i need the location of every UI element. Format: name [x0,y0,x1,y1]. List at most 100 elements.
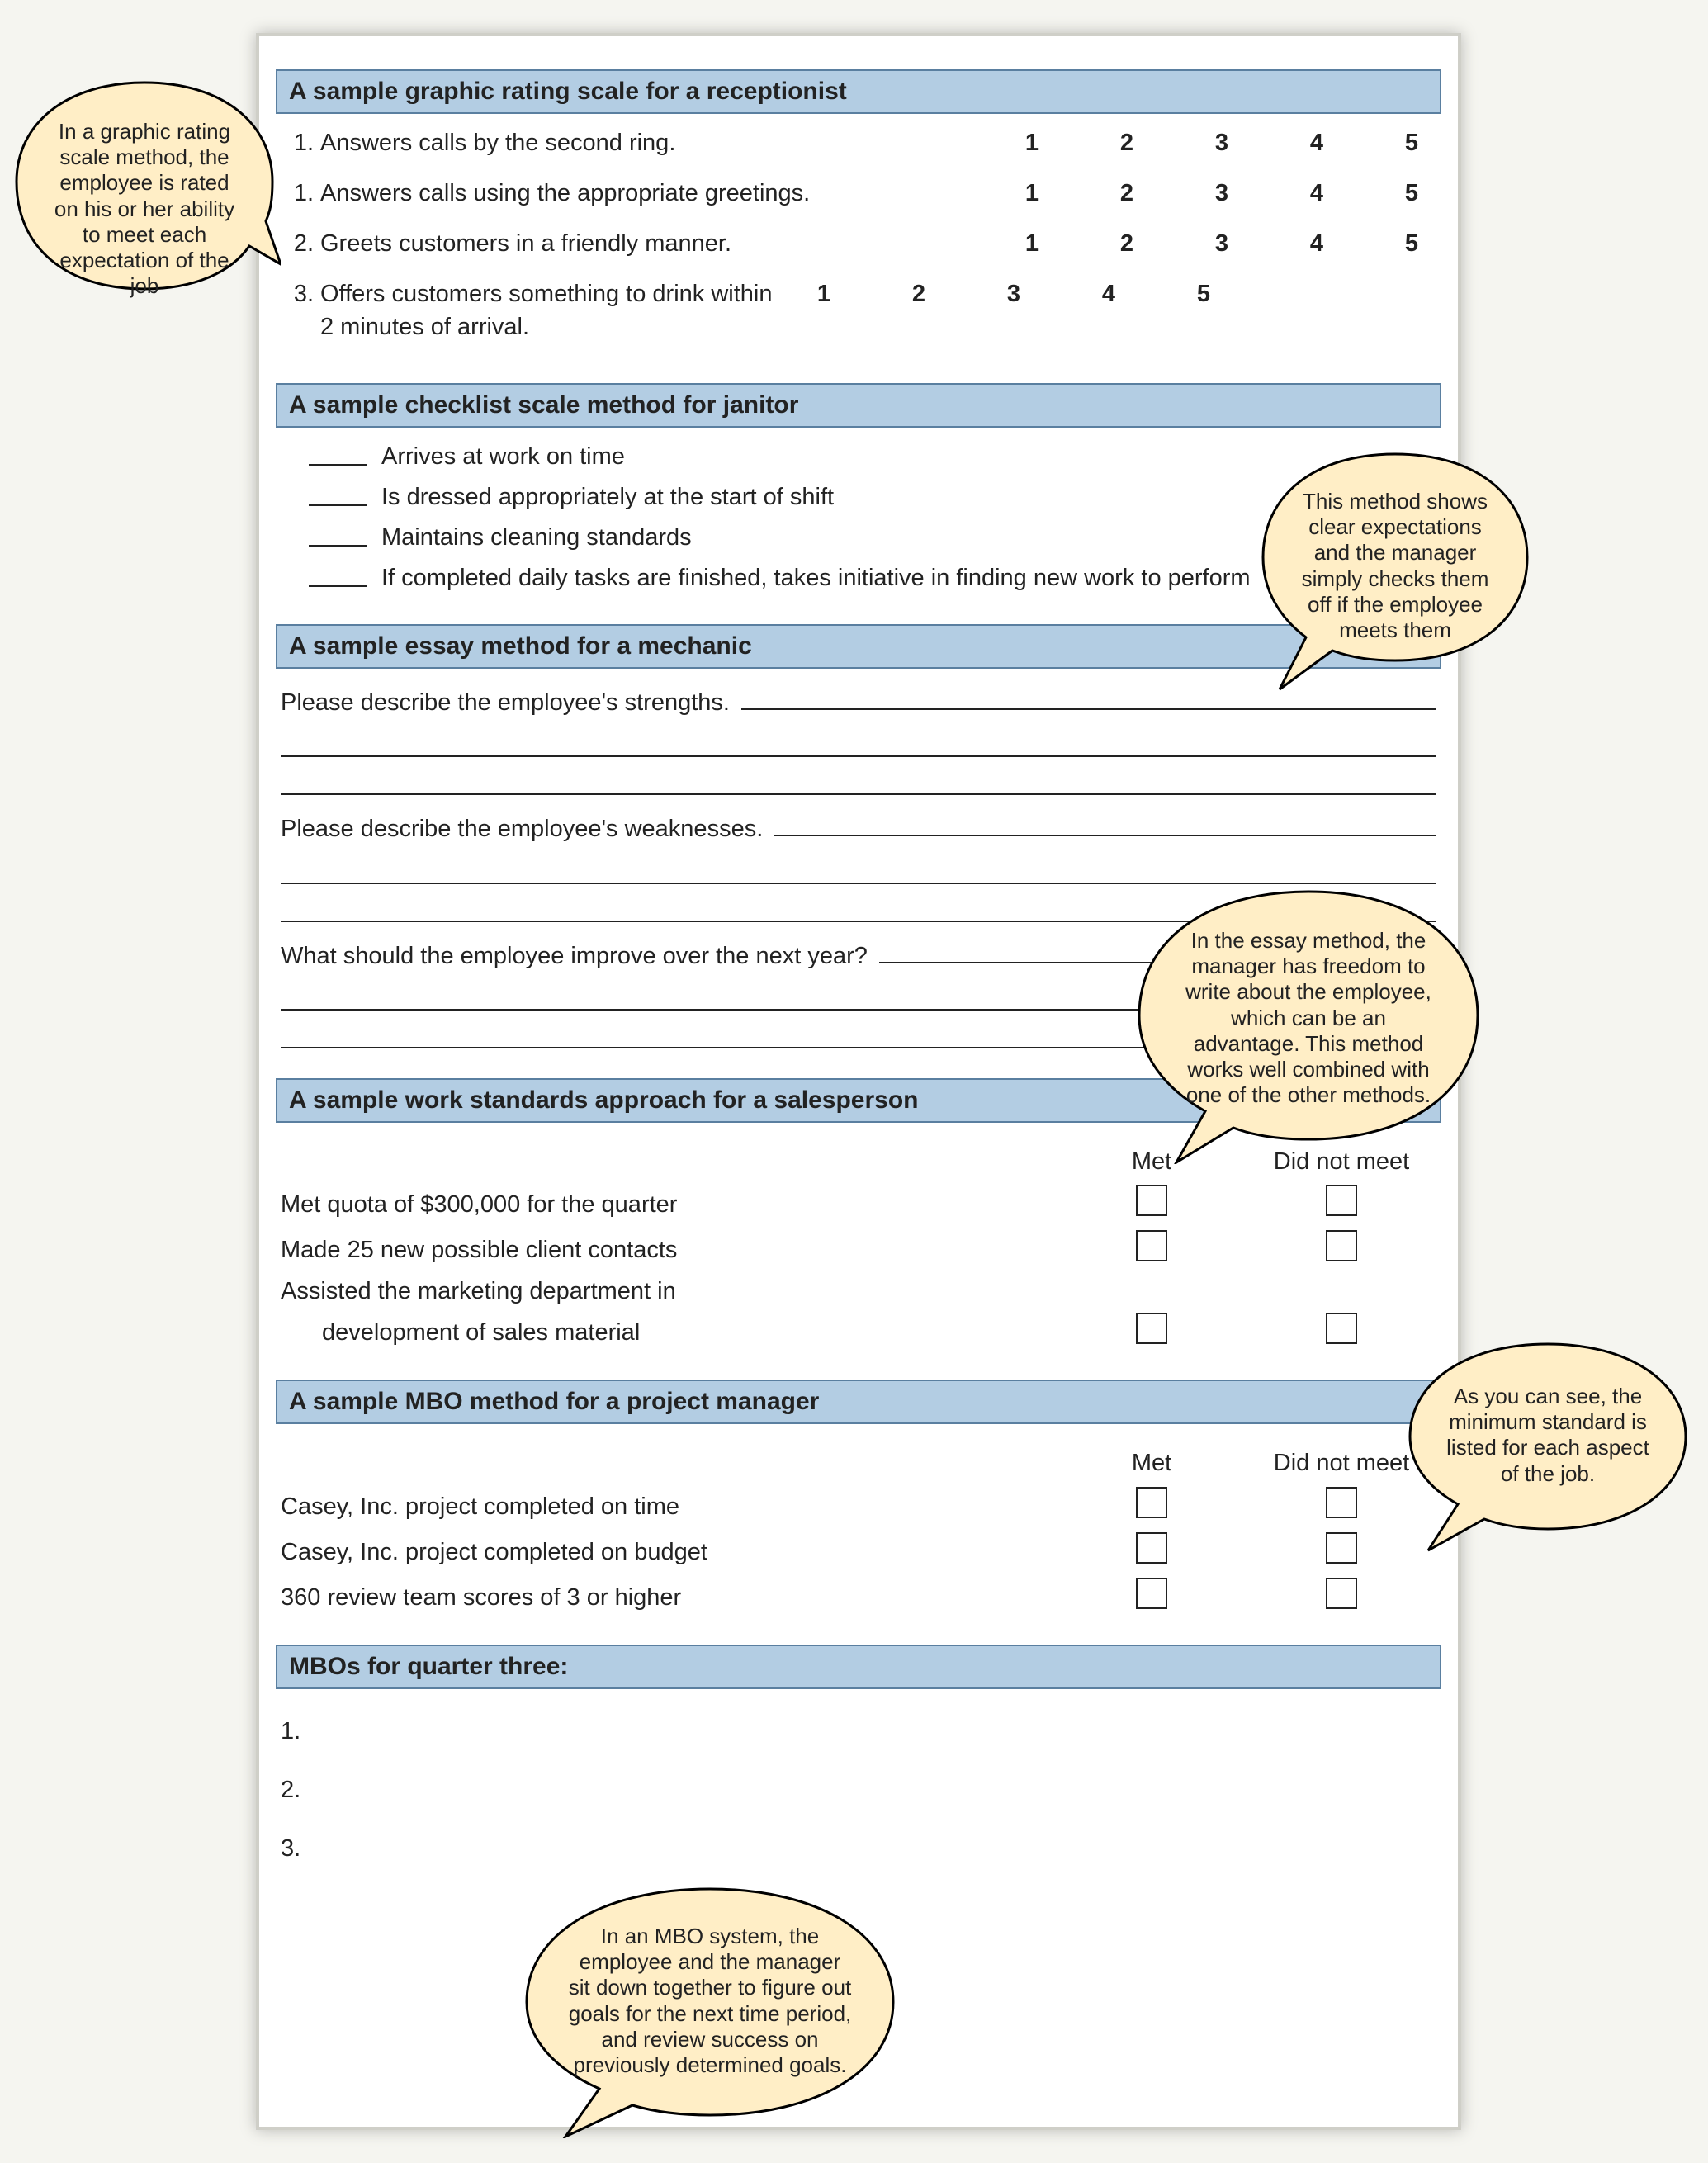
essay-prompt: Please describe the employee's weaknesse… [281,813,1436,845]
callout-text: In a graphic rating scale method, the em… [28,94,261,299]
essay-label: What should the employee improve over th… [281,940,879,973]
scale-2[interactable]: 2 [894,278,944,310]
checkbox-not-met[interactable] [1326,1313,1357,1344]
row-number: 1. [281,177,320,210]
row-number: 2. [281,228,320,260]
scale-5[interactable]: 5 [1387,177,1436,210]
essay-label: Please describe the employee's strengths… [281,687,741,719]
mbo-block: Met Did not meet Casey, Inc. project com… [276,1447,1441,1645]
rating-row: 2. Greets customers in a friendly manner… [281,228,1436,260]
checkbox-met[interactable] [1136,1487,1167,1518]
check-blank[interactable] [309,530,367,547]
callout-text: This method shows clear expectations and… [1275,466,1516,643]
graphic-rating-block: 1. Answers calls by the second ring. 1 2… [276,127,1441,383]
callout-work-standards: As you can see, the minimum standard is … [1403,1337,1692,1552]
mbo-header: Met Did not meet [281,1447,1436,1479]
checkbox-not-met[interactable] [1326,1185,1357,1216]
checklist-text: Arrives at work on time [381,443,625,470]
checklist-text: Is dressed appropriately at the start of… [381,484,834,510]
essay-line[interactable] [281,727,1436,757]
mbo-q3-number: 1. [281,1716,1436,1748]
mbo-text: Casey, Inc. project completed on budget [281,1536,1057,1569]
scale-1[interactable]: 1 [1007,228,1057,260]
mbo-row: Casey, Inc. project completed on time [281,1487,1436,1527]
callout-mbo: In an MBO system, the employee and the m… [520,1882,900,2138]
check-blank[interactable] [309,490,367,506]
scale-2[interactable]: 2 [1102,177,1152,210]
checkbox-met[interactable] [1136,1185,1167,1216]
ws-row: Made 25 new possible client contacts [281,1230,1436,1271]
scale-4[interactable]: 4 [1292,177,1341,210]
scale-2[interactable]: 2 [1102,228,1152,260]
row-text: Greets customers in a friendly manner. [320,228,1007,260]
mbo-text: Casey, Inc. project completed on time [281,1491,1057,1523]
essay-line[interactable] [281,854,1436,884]
mbo-text: 360 review team scores of 3 or higher [281,1582,1057,1614]
ws-text: development of sales material [281,1317,1057,1349]
scale-1[interactable]: 1 [799,278,849,310]
essay-label: Please describe the employee's weaknesse… [281,813,774,845]
scale-2[interactable]: 2 [1102,127,1152,159]
check-blank[interactable] [309,570,367,587]
checkbox-met[interactable] [1136,1313,1167,1344]
rating-row: 3. Offers customers something to drink w… [281,278,1436,343]
scale-5[interactable]: 5 [1387,127,1436,159]
scale-3[interactable]: 3 [1197,127,1247,159]
checkbox-met[interactable] [1136,1230,1167,1261]
scale-5[interactable]: 5 [1387,228,1436,260]
callout-graphic-rating: In a graphic rating scale method, the em… [8,74,281,322]
scale-3[interactable]: 3 [989,278,1039,310]
checklist-text: Maintains cleaning standards [381,524,692,551]
rating-row: 1. Answers calls by the second ring. 1 2… [281,127,1436,159]
checkbox-met[interactable] [1136,1532,1167,1564]
scale-5[interactable]: 5 [1179,278,1228,310]
essay-line[interactable] [281,765,1436,795]
mbo-q3-number: 3. [281,1833,1436,1865]
section-title-mbo-q3: MBOs for quarter three: [276,1645,1441,1689]
essay-line[interactable] [774,813,1436,836]
row-number: 1. [281,127,320,159]
scale-1[interactable]: 1 [1007,177,1057,210]
rating-scale: 1 2 3 4 5 [1007,127,1436,159]
row-text: Offers customers something to drink with… [320,278,799,343]
mbo-row: Casey, Inc. project completed on budget [281,1532,1436,1573]
checkbox-met[interactable] [1136,1578,1167,1609]
checkbox-not-met[interactable] [1326,1532,1357,1564]
mbo-row: 360 review team scores of 3 or higher [281,1578,1436,1618]
callout-essay: In the essay method, the manager has fre… [1131,883,1486,1164]
scale-4[interactable]: 4 [1292,228,1341,260]
scale-4[interactable]: 4 [1084,278,1133,310]
row-text: Answers calls by the second ring. [320,127,1007,159]
ws-text: Assisted the marketing department in [281,1276,1057,1308]
work-standards-block: Met Did not meet Met quota of $300,000 f… [276,1146,1441,1380]
ws-text: Made 25 new possible client contacts [281,1234,1057,1266]
callout-text: In the essay method, the manager has fre… [1151,903,1466,1108]
row-number: 3. [281,278,320,310]
rating-scale: 1 2 3 4 5 [1007,228,1436,260]
callout-text: As you can see, the minimum standard is … [1423,1357,1673,1487]
section-title-graphic-rating: A sample graphic rating scale for a rece… [276,69,1441,114]
callout-text: In an MBO system, the employee and the m… [540,1902,880,2078]
mbo-q3-number: 2. [281,1774,1436,1806]
section-title-checklist: A sample checklist scale method for jani… [276,383,1441,428]
rating-scale: 1 2 3 4 5 [799,278,1228,310]
ws-text: Met quota of $300,000 for the quarter [281,1189,1057,1221]
checkbox-not-met[interactable] [1326,1487,1357,1518]
scale-4[interactable]: 4 [1292,127,1341,159]
checkbox-not-met[interactable] [1326,1578,1357,1609]
checkbox-not-met[interactable] [1326,1230,1357,1261]
row-text: Answers calls using the appropriate gree… [320,177,1007,210]
check-blank[interactable] [309,449,367,466]
scale-1[interactable]: 1 [1007,127,1057,159]
ws-row: development of sales material [281,1313,1436,1353]
rating-row: 1. Answers calls using the appropriate g… [281,177,1436,210]
ws-row: Met quota of $300,000 for the quarter [281,1185,1436,1225]
scale-3[interactable]: 3 [1197,228,1247,260]
callout-checklist: This method shows clear expectations and… [1255,446,1535,693]
scale-3[interactable]: 3 [1197,177,1247,210]
rating-scale: 1 2 3 4 5 [1007,177,1436,210]
col-met: Met [1057,1447,1247,1479]
ws-row: Assisted the marketing department in [281,1276,1436,1308]
checklist-text: If completed daily tasks are finished, t… [381,565,1251,591]
section-title-mbo: A sample MBO method for a project manage… [276,1380,1441,1424]
